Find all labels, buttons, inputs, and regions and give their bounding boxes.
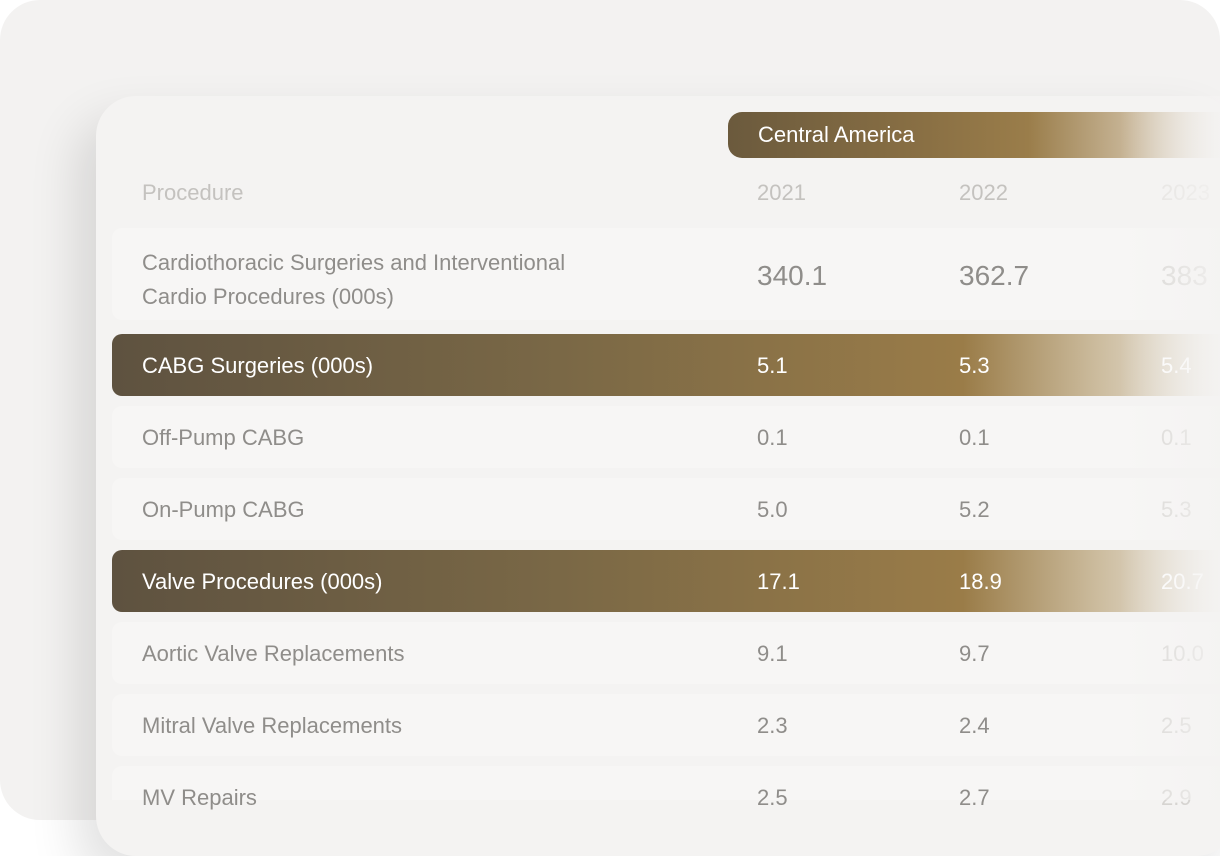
value-2023: 5.4 — [1161, 353, 1192, 378]
row-label: Off-Pump CABG — [142, 425, 305, 450]
year-2022-header: 2022 — [959, 180, 1008, 205]
row-label: Aortic Valve Replacements — [142, 641, 405, 666]
table-row-highlighted[interactable]: CABG Surgeries (000s) 5.1 5.3 5.4 — [112, 334, 1220, 396]
row-label-line-2: Cardio Procedures (000s) — [142, 284, 394, 309]
value-2021: 9.1 — [757, 641, 788, 666]
table-row[interactable]: Off-Pump CABG 0.1 0.1 0.1 — [112, 406, 1220, 468]
value-2022: 9.7 — [959, 641, 990, 666]
value-2023: 2.9 — [1161, 785, 1192, 810]
table-row[interactable]: On-Pump CABG 5.0 5.2 5.3 — [112, 478, 1220, 540]
value-2023: 20.7 — [1161, 569, 1204, 594]
value-2021: 340.1 — [757, 260, 828, 291]
value-2022: 5.2 — [959, 497, 990, 522]
table-row[interactable]: MV Repairs 2.5 2.7 2.9 — [112, 766, 1220, 810]
procedure-column-header: Procedure — [142, 180, 244, 205]
table-row[interactable]: Mitral Valve Replacements 2.3 2.4 2.5 — [112, 694, 1220, 756]
table-row-highlighted[interactable]: Valve Procedures (000s) 17.1 18.9 20.7 — [112, 550, 1220, 612]
value-2023: 383 — [1161, 260, 1208, 291]
value-2023: 5.3 — [1161, 497, 1192, 522]
table-row[interactable]: Cardiothoracic Surgeries and Interventio… — [112, 228, 1220, 320]
value-2021: 2.5 — [757, 785, 788, 810]
row-label: CABG Surgeries (000s) — [142, 353, 374, 378]
value-2022: 18.9 — [959, 569, 1002, 594]
value-2022: 362.7 — [959, 260, 1030, 291]
value-2023: 0.1 — [1161, 425, 1192, 450]
value-2021: 0.1 — [757, 425, 788, 450]
value-2021: 5.0 — [757, 497, 788, 522]
year-2023-header: 2023 — [1161, 180, 1210, 205]
row-label: MV Repairs — [142, 785, 257, 810]
value-2022: 2.7 — [959, 785, 990, 810]
region-header[interactable]: Central America — [728, 112, 1220, 158]
value-2022: 0.1 — [959, 425, 990, 450]
row-label: Mitral Valve Replacements — [142, 713, 403, 738]
year-2021-header: 2021 — [757, 180, 806, 205]
row-label-line-1: Cardiothoracic Surgeries and Interventio… — [142, 250, 566, 275]
value-2023: 2.5 — [1161, 713, 1192, 738]
value-2022: 2.4 — [959, 713, 990, 738]
table-row[interactable]: Aortic Valve Replacements 9.1 9.7 10.0 — [112, 622, 1220, 684]
value-2021: 17.1 — [757, 569, 800, 594]
value-2021: 2.3 — [757, 713, 788, 738]
row-label: On-Pump CABG — [142, 497, 305, 522]
row-label: Valve Procedures (000s) — [142, 569, 383, 594]
value-2022: 5.3 — [959, 353, 990, 378]
row-label: Cardiothoracic Surgeries and Interventio… — [142, 246, 565, 314]
value-2023: 10.0 — [1161, 641, 1204, 666]
value-2021: 5.1 — [757, 353, 788, 378]
